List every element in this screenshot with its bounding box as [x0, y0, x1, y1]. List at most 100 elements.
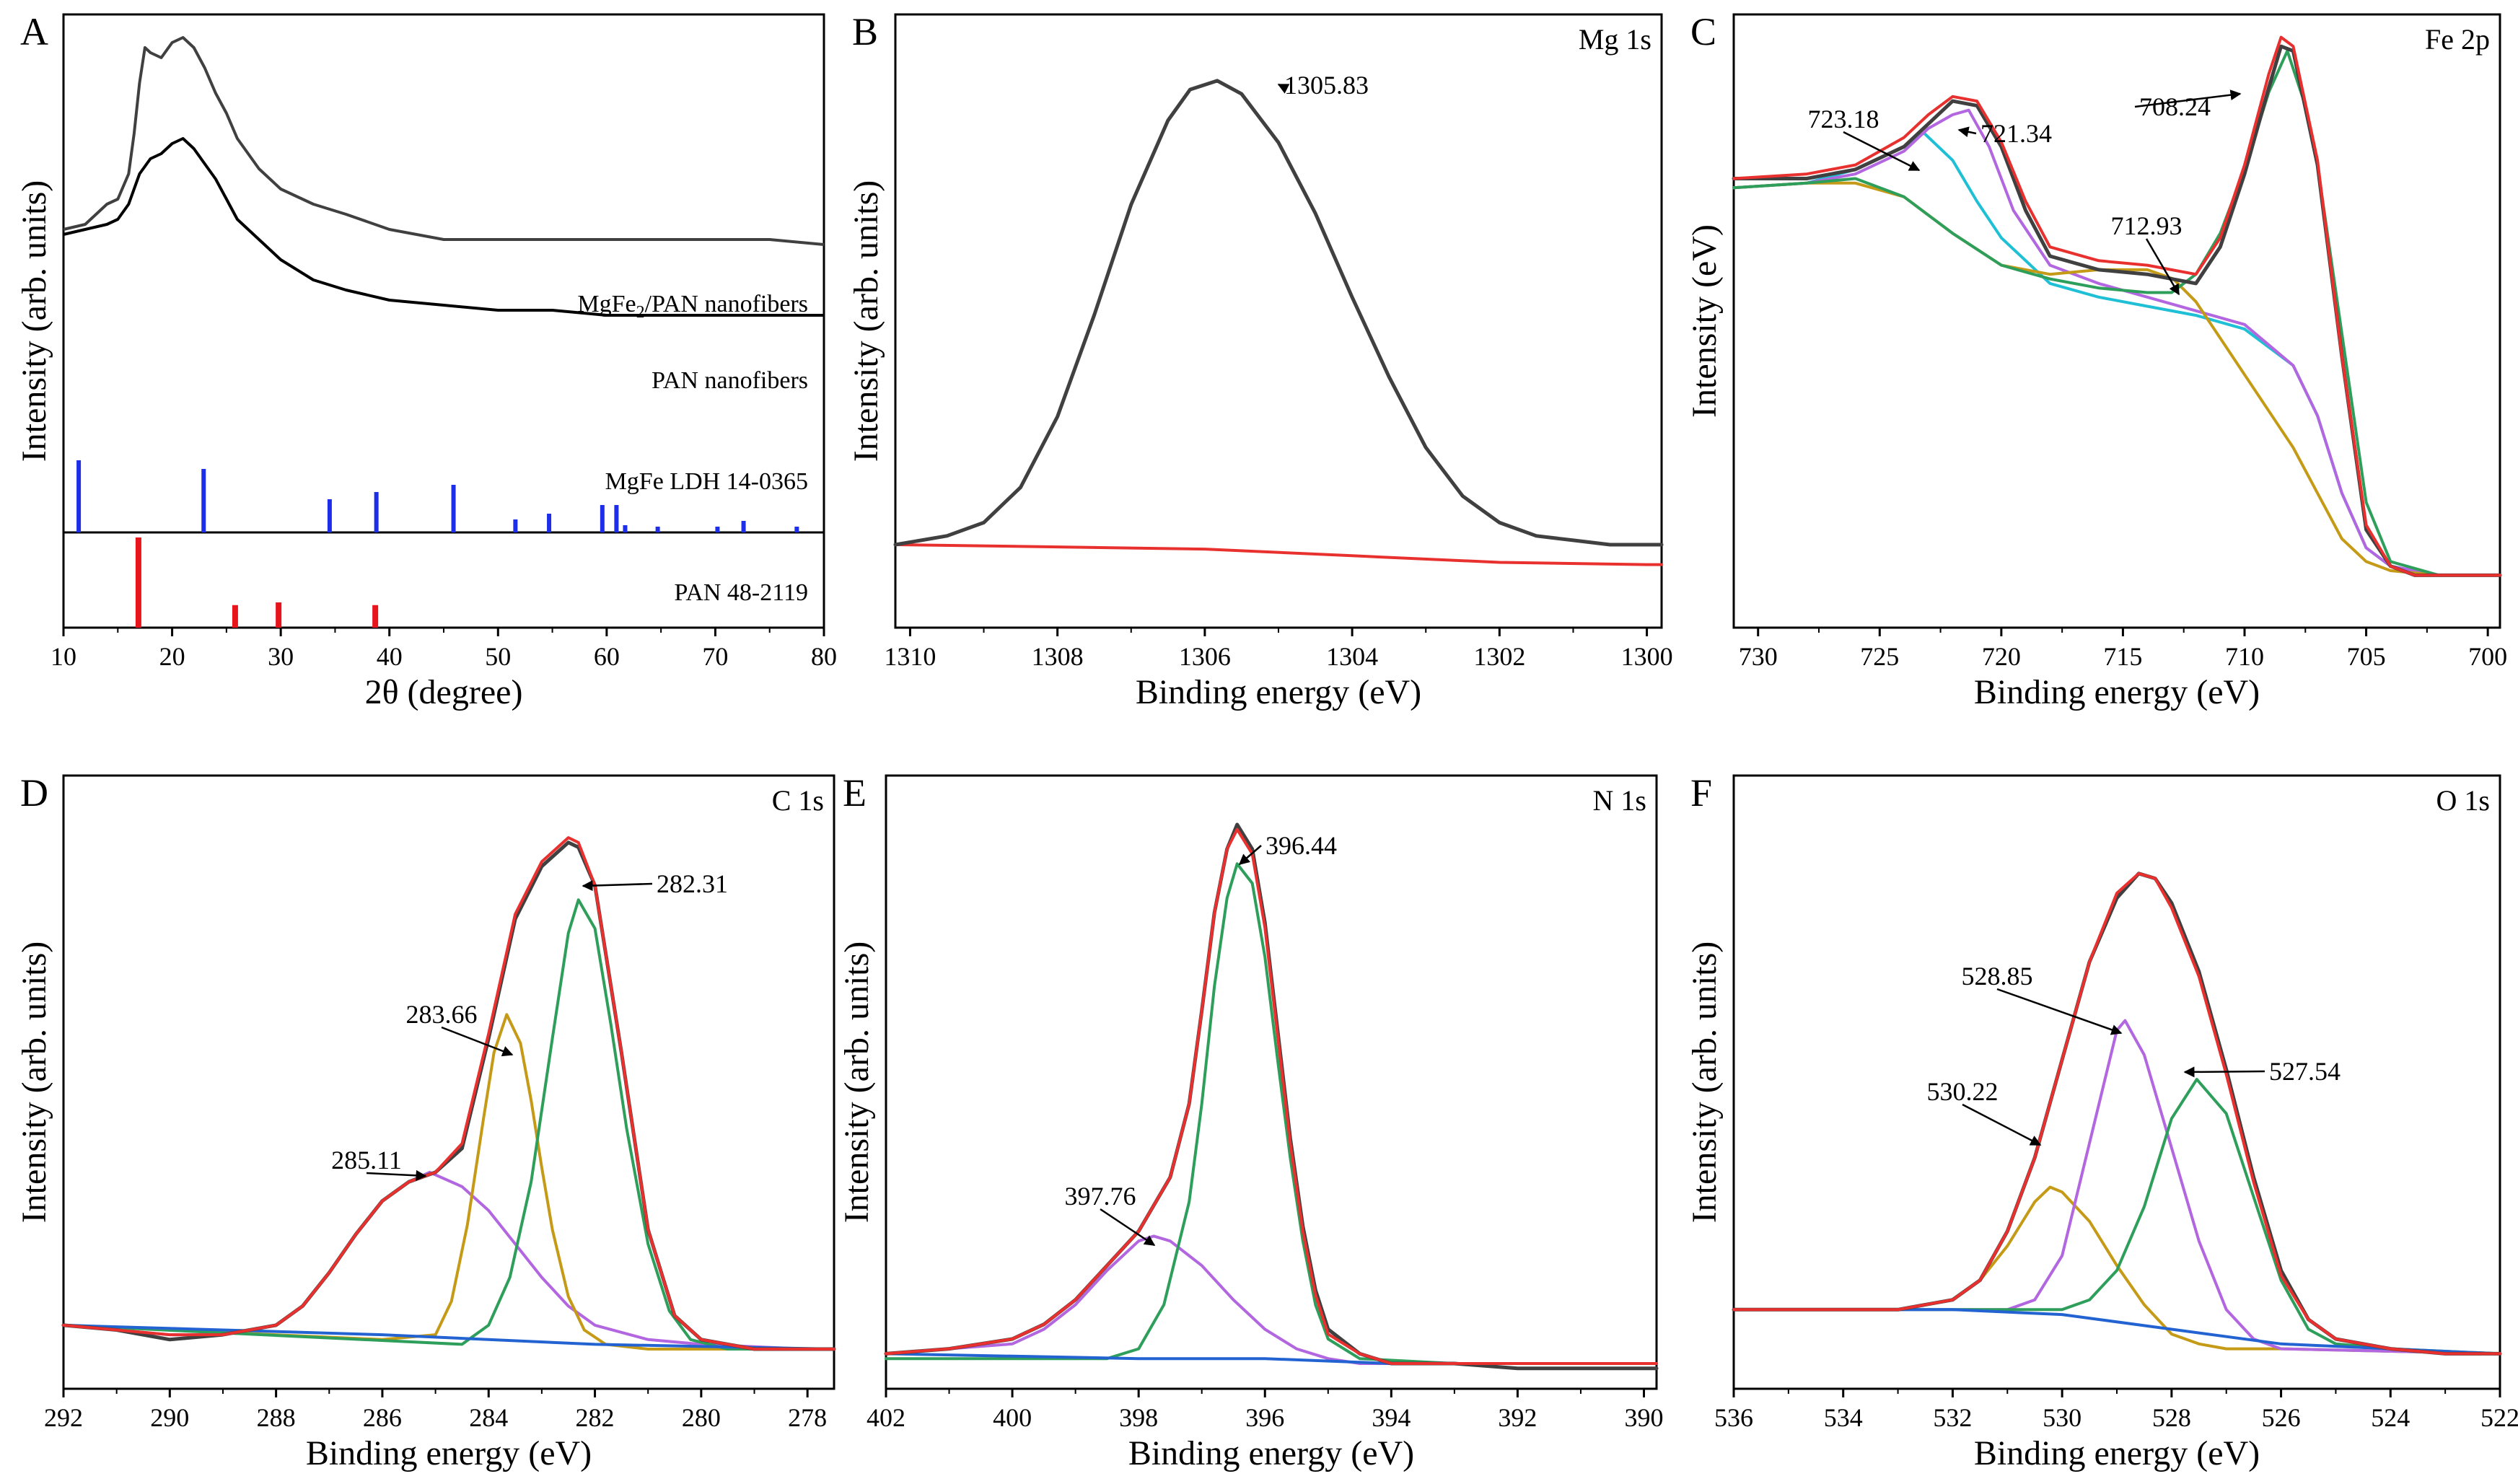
xps-curve-envelope — [885, 827, 1658, 1365]
y-axis-label: Intensity (arb. units) — [1685, 941, 1724, 1224]
x-tick-label: 60 — [594, 642, 620, 671]
peak-annotation: 530.22 — [1927, 1077, 1999, 1106]
panel-d: C 1s 282.31 283.66 285.11 292 290 288 286 284 282… — [15, 771, 836, 1472]
panel-d-frame — [62, 774, 835, 1390]
panel-f: O 1s 528.85 527.54 530.22 536 534 532 530 528 526… — [1685, 771, 2518, 1472]
x-tick-label: 70 — [702, 642, 728, 671]
x-tick-label: 700 — [2468, 642, 2507, 671]
xps-curve-raw — [884, 822, 1659, 1371]
series-label-pan: PAN nanofibers — [652, 367, 808, 394]
y-axis-label: Intensity (arb. units) — [15, 941, 53, 1224]
peak-annotation: 1305.83 — [1284, 71, 1369, 100]
peak-annotation: 712.93 — [2111, 211, 2183, 240]
x-tick-label: 292 — [44, 1403, 83, 1432]
peak-annotation: 528.85 — [1962, 962, 2033, 991]
x-tick-label: 402 — [867, 1403, 905, 1432]
x-tick-label: 530 — [2043, 1403, 2081, 1432]
panel-letter: D — [20, 771, 48, 815]
peak-arrow — [366, 1169, 427, 1181]
x-tick-label: 526 — [2262, 1403, 2301, 1432]
x-axis-label: Binding energy (eV) — [1128, 1434, 1414, 1472]
xrd-curve-0 — [63, 36, 825, 246]
x-tick-label: 286 — [363, 1403, 402, 1432]
x-tick-label: 720 — [1982, 642, 2021, 671]
peak-annotation: 396.44 — [1265, 831, 1337, 860]
x-tick-label: 40 — [377, 642, 403, 671]
y-axis-label: Intensity (arb. units) — [15, 180, 53, 462]
x-tick-label: 400 — [993, 1403, 1032, 1432]
series-label-part: MgFe — [577, 291, 636, 317]
xps-curve-purple — [62, 1170, 835, 1351]
x-tick-label: 288 — [257, 1403, 296, 1432]
y-axis-label: Intensity (arb. units) — [838, 941, 876, 1224]
reference-label-ldh: MgFe LDH 14-0365 — [605, 468, 808, 495]
x-tick-label: 390 — [1624, 1403, 1663, 1432]
xps-curve-gold — [62, 1013, 835, 1351]
panel-e: N 1s 396.44 397.76 402 400 398 396 394 392 390 Bin… — [838, 771, 1663, 1472]
x-tick-label: 1302 — [1473, 642, 1525, 671]
panel-a: MgFe2/PAN nanofibers PAN nanofibers MgFe L… — [15, 10, 837, 711]
series-label-sub: 2 — [636, 303, 645, 322]
peak-annotation: 708.24 — [2139, 92, 2211, 121]
xps-curve-raw — [1732, 871, 2502, 1356]
xrd-curve-1 — [63, 137, 824, 317]
panel-letter: C — [1690, 10, 1716, 53]
peak-arrow — [1962, 1103, 2042, 1146]
peak-annotation: 723.18 — [1808, 105, 1879, 133]
peak-arrow — [1277, 83, 1290, 94]
panel-letter: E — [843, 771, 867, 815]
reference-label-pan: PAN 48-2119 — [675, 579, 808, 606]
peak-arrow — [582, 880, 653, 892]
panel-f-frame — [1732, 774, 2501, 1390]
series-label-mgfe2-pan: MgFe2/PAN nanofibers — [577, 291, 808, 322]
xps-curve-envelope — [1732, 871, 2501, 1356]
panel-b: Mg 1s 1305.83 1310 1308 1306 1304 1302 1300 Bind… — [847, 10, 1673, 711]
peak-annotation: 397.76 — [1065, 1182, 1136, 1211]
y-axis-label: Intensity (eV) — [1685, 224, 1724, 418]
x-tick-label: 30 — [268, 642, 294, 671]
x-axis-label: Binding energy (eV) — [1974, 1434, 2260, 1472]
x-tick-label: 1304 — [1326, 642, 1378, 671]
x-tick-label: 715 — [2103, 642, 2142, 671]
x-tick-label: 50 — [485, 642, 511, 671]
x-tick-label: 705 — [2347, 642, 2386, 671]
x-tick-label: 398 — [1119, 1403, 1158, 1432]
panel-title: C 1s — [772, 784, 824, 817]
peak-arrow — [1843, 131, 1921, 172]
series-label-rest: /PAN nanofibers — [645, 291, 808, 317]
panel-letter: A — [20, 10, 48, 53]
x-axis-label: 2θ (degree) — [365, 673, 523, 711]
x-tick-label: 1306 — [1179, 642, 1231, 671]
x-tick-label: 536 — [1714, 1403, 1753, 1432]
panel-e-frame — [885, 774, 1658, 1390]
x-tick-label: 10 — [51, 642, 76, 671]
peak-arrow — [441, 1026, 514, 1057]
x-tick-label: 730 — [1739, 642, 1778, 671]
x-tick-label: 280 — [682, 1403, 721, 1432]
x-axis-label: Binding energy (eV) — [306, 1434, 592, 1472]
x-tick-label: 394 — [1372, 1403, 1411, 1432]
xps-curve-purple — [1732, 108, 2501, 577]
x-tick-label: 282 — [576, 1403, 615, 1432]
peak-annotation: 285.11 — [331, 1146, 402, 1175]
x-tick-label: 392 — [1498, 1403, 1537, 1432]
xps-curve-background — [894, 543, 1663, 566]
panel-c: Fe 2p 723.18 721.34 708.24 712.93 730 725 720 71… — [1685, 10, 2507, 711]
peak-annotation: 721.34 — [1980, 119, 2052, 148]
panel-c-frame — [1732, 13, 2501, 629]
x-tick-label: 290 — [150, 1403, 189, 1432]
peak-annotation: 282.31 — [657, 869, 728, 898]
xps-curve-envelope — [1732, 35, 2501, 577]
x-tick-label: 1300 — [1621, 642, 1673, 671]
x-tick-label: 710 — [2225, 642, 2264, 671]
x-tick-label: 725 — [1860, 642, 1899, 671]
panel-title: Fe 2p — [2425, 23, 2490, 56]
x-tick-label: 1310 — [884, 642, 936, 671]
x-tick-label: 278 — [788, 1403, 827, 1432]
peak-arrow — [1957, 126, 1977, 138]
peak-annotation: 283.66 — [406, 1000, 478, 1029]
x-axis-label: Binding energy (eV) — [1974, 673, 2260, 711]
x-tick-label: 396 — [1245, 1403, 1284, 1432]
x-tick-label: 532 — [1933, 1403, 1972, 1432]
